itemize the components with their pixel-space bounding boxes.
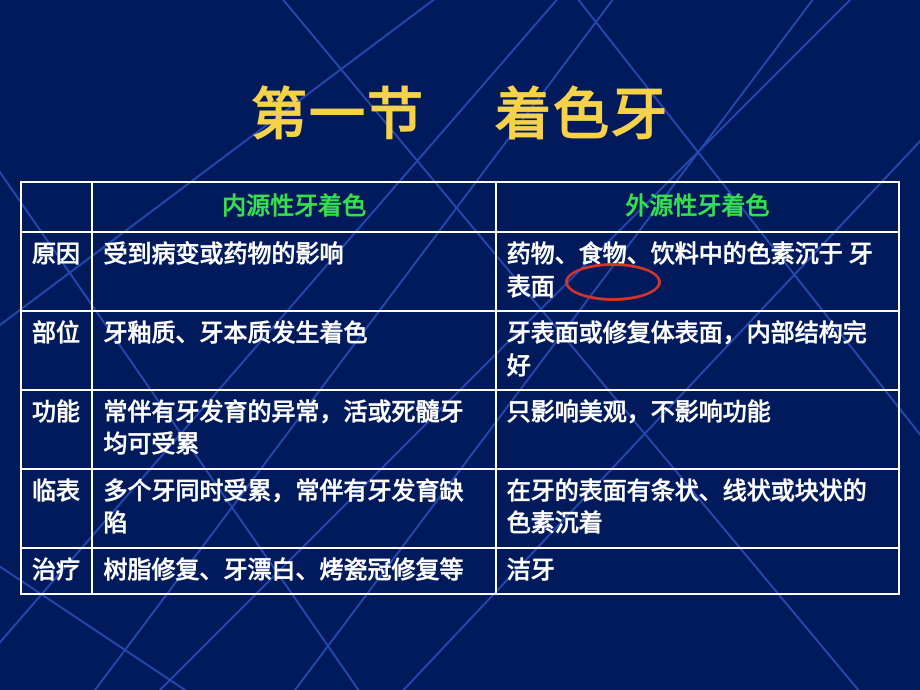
title-part1: 第一节 (251, 85, 425, 147)
row-label: 临表 (21, 469, 92, 548)
row-label: 功能 (21, 390, 92, 469)
title-part2: 着色牙 (495, 85, 669, 147)
cell: 药物、食物、饮料中的色素沉于 牙表面 (496, 232, 899, 311)
cell: 牙釉质、牙本质发生着色 (92, 311, 495, 390)
cell: 受到病变或药物的影响 (92, 232, 495, 311)
row-label: 治疗 (21, 548, 92, 594)
table-row: 功能 常伴有牙发育的异常，活或死髓牙均可受累 只影响美观，不影响功能 (21, 390, 899, 469)
table-row: 部位 牙釉质、牙本质发生着色 牙表面或修复体表面，内部结构完好 (21, 311, 899, 390)
cell-text: 药物、食物、饮料中的色素沉于 牙表面 (507, 242, 873, 300)
cell: 洁牙 (496, 548, 899, 594)
header-col2: 内源性牙着色 (92, 182, 495, 232)
cell: 常伴有牙发育的异常，活或死髓牙均可受累 (92, 390, 495, 469)
cell: 牙表面或修复体表面，内部结构完好 (496, 311, 899, 390)
cell: 多个牙同时受累，常伴有牙发育缺陷 (92, 469, 495, 548)
slide-title: 第一节 着色牙 (0, 0, 920, 181)
cell: 树脂修复、牙漂白、烤瓷冠修复等 (92, 548, 495, 594)
table-row: 治疗 树脂修复、牙漂白、烤瓷冠修复等 洁牙 (21, 548, 899, 594)
table-header-row: 内源性牙着色 外源性牙着色 (21, 182, 899, 232)
header-col3: 外源性牙着色 (496, 182, 899, 232)
table-row: 临表 多个牙同时受累，常伴有牙发育缺陷 在牙的表面有条状、线状或块状的色素沉着 (21, 469, 899, 548)
row-label: 部位 (21, 311, 92, 390)
row-label: 原因 (21, 232, 92, 311)
table-row: 原因 受到病变或药物的影响 药物、食物、饮料中的色素沉于 牙表面 (21, 232, 899, 311)
cell: 只影响美观，不影响功能 (496, 390, 899, 469)
comparison-table: 内源性牙着色 外源性牙着色 原因 受到病变或药物的影响 药物、食物、饮料中的色素… (20, 181, 900, 595)
header-blank (21, 182, 92, 232)
cell: 在牙的表面有条状、线状或块状的色素沉着 (496, 469, 899, 548)
red-circle-annotation (565, 263, 661, 301)
